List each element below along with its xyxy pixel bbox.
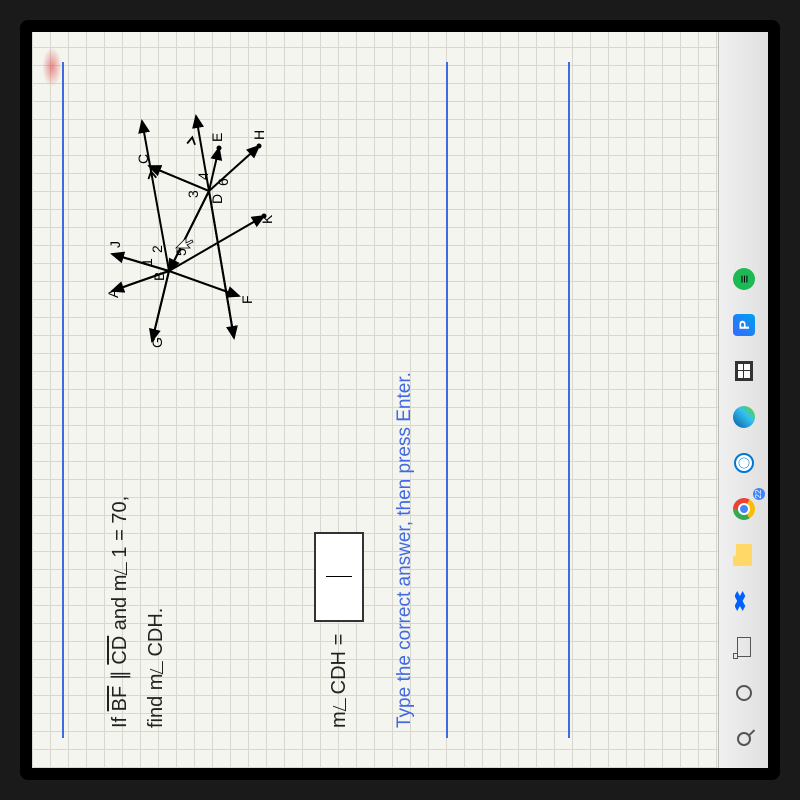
angle-cdh: CDH. [145, 608, 167, 657]
instruction-text: Type the correct answer, then press Ente… [384, 62, 436, 738]
cortana-app-button[interactable] [725, 444, 763, 482]
answer-row: m CDH = [294, 62, 384, 738]
text: If [109, 711, 131, 728]
search-icon [737, 732, 751, 746]
horizontal-rule-mid [446, 62, 448, 738]
svg-text:1: 1 [139, 258, 155, 266]
side-handle[interactable] [326, 20, 386, 32]
answer-input[interactable] [314, 532, 364, 622]
svg-text:5: 5 [173, 248, 189, 256]
text: find m [145, 674, 167, 728]
problem-row: If BF ∥ CD and m1 = 70, find mCDH. AJGB1… [74, 62, 294, 738]
spotify-icon: ≡ [733, 268, 755, 290]
equals: = [328, 634, 350, 651]
svg-text:C: C [135, 154, 151, 164]
cortana-ring-icon [734, 453, 754, 473]
svg-text:3: 3 [185, 190, 201, 198]
worksheet-area: If BF ∥ CD and m1 = 70, find mCDH. AJGB1… [32, 32, 718, 768]
task-view-button[interactable] [725, 628, 763, 666]
horizontal-rule-bottom [568, 62, 570, 738]
geometry-diagram: A J G B 1 25 F C 3 4 D 6 E K H [104, 106, 274, 366]
svg-text:K: K [259, 214, 274, 224]
angle-icon [145, 657, 167, 674]
text: m [328, 711, 350, 728]
cortana-button[interactable] [725, 674, 763, 712]
dropbox-button[interactable] [725, 582, 763, 620]
text-cursor [326, 576, 352, 577]
find-line: find m CDH. [140, 400, 172, 728]
angle-icon [109, 558, 131, 575]
edge-button[interactable] [725, 398, 763, 436]
rotated-screen: If BF ∥ CD and m1 = 70, find mCDH. AJGB1… [20, 20, 780, 780]
svg-text:2: 2 [149, 245, 165, 253]
parallel-symbol: ∥ [109, 665, 131, 686]
chrome-icon [733, 498, 755, 520]
angle-icon [328, 694, 350, 711]
premise-line: If BF ∥ CD and m 1 = 70, [104, 400, 136, 728]
diagram-container: A J G B 1 25 F C 3 4 D 6 E K H [104, 72, 274, 400]
svg-text:J: J [107, 241, 123, 248]
red-light-reflection [42, 47, 62, 87]
svg-text:G: G [149, 337, 165, 348]
angle-1-value: 1 = 70, [109, 496, 131, 558]
angle-name: CDH [328, 651, 350, 694]
windows-taskbar[interactable]: 22 P ≡ [718, 32, 768, 768]
answer-label: m CDH = [328, 634, 351, 728]
problem-statement: If BF ∥ CD and m 1 = 70, find m CDH. [104, 400, 172, 728]
svg-text:6: 6 [215, 178, 231, 186]
pandora-icon: P [733, 314, 755, 336]
svg-text:F: F [239, 295, 255, 304]
store-icon [735, 361, 753, 381]
text: and m [109, 575, 131, 636]
chrome-badge: 22 [753, 488, 765, 500]
monitor-bezel: If BF ∥ CD and m1 = 70, find mCDH. AJGB1… [20, 20, 780, 780]
horizontal-rule-top [62, 62, 64, 738]
segment-cd: CD [109, 636, 131, 665]
svg-text:E: E [209, 133, 225, 142]
folder-icon [736, 544, 752, 566]
spotify-button[interactable]: ≡ [725, 260, 763, 298]
svg-text:4: 4 [195, 172, 211, 180]
svg-text:A: A [105, 288, 121, 298]
svg-text:H: H [251, 130, 267, 140]
pandora-button[interactable]: P [725, 306, 763, 344]
chrome-button[interactable]: 22 [725, 490, 763, 528]
cortana-icon [736, 685, 752, 701]
svg-text:B: B [151, 272, 167, 281]
edge-icon [733, 406, 755, 428]
dropbox-icon [735, 591, 753, 611]
svg-text:D: D [209, 194, 225, 204]
file-explorer-button[interactable] [725, 536, 763, 574]
search-button[interactable] [725, 720, 763, 758]
store-button[interactable] [725, 352, 763, 390]
segment-bf: BF [109, 686, 131, 712]
task-view-icon [737, 637, 751, 657]
